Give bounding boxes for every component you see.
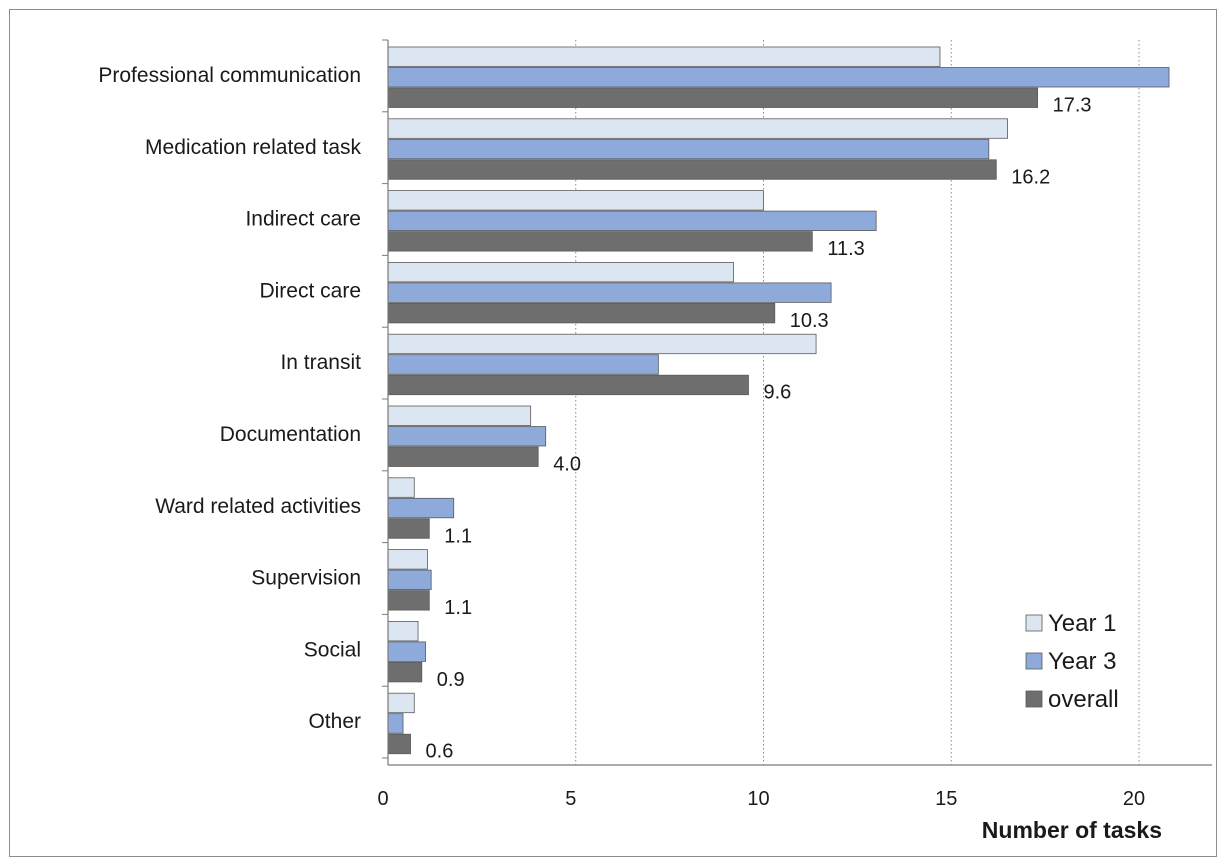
legend-swatch	[1025, 690, 1043, 708]
data-label: 1.1	[444, 597, 472, 619]
bar-year-3	[387, 426, 547, 447]
bar-year-3	[387, 497, 455, 519]
category-labels: Professional communication Medication rel…	[98, 64, 361, 733]
category-label: Indirect care	[245, 208, 361, 231]
bar-year-1	[387, 621, 419, 642]
bar-year-1	[387, 477, 415, 498]
bar-year-3	[387, 282, 832, 303]
bar-year-3	[387, 354, 659, 375]
bar-year-1	[387, 190, 764, 211]
legend: Year 1 Year 3 overall	[1025, 610, 1119, 713]
legend-label: Year 3	[1048, 648, 1117, 675]
x-tick-label: 5	[565, 788, 576, 810]
category-label: Ward related activities	[155, 495, 361, 518]
legend-swatch	[1025, 614, 1043, 632]
bar-year-3	[387, 67, 1170, 88]
bar-year-1	[387, 333, 817, 355]
bar-year-3	[387, 210, 877, 232]
legend-label: overall	[1048, 686, 1119, 713]
x-tick-label: 10	[747, 788, 769, 810]
bar-year-1	[387, 118, 1008, 139]
data-label: 11.3	[827, 238, 864, 260]
bar-overall	[387, 302, 776, 324]
data-label: 4.0	[553, 454, 581, 476]
category-label: Social	[304, 638, 361, 661]
bar-year-1	[387, 692, 415, 714]
category-label: Documentation	[220, 423, 361, 446]
category-label: Other	[308, 710, 361, 733]
category-label: Professional communication	[98, 64, 361, 87]
bar-overall	[387, 733, 411, 755]
data-label: 17.3	[1053, 95, 1092, 117]
axes	[382, 39, 1212, 766]
bar-overall	[387, 590, 430, 611]
bar-overall	[387, 662, 423, 683]
bar-year-1	[387, 46, 941, 67]
data-label: 0.6	[426, 741, 454, 763]
bar-overall	[387, 87, 1039, 108]
x-tick-label: 0	[377, 788, 388, 810]
x-axis-title: Number of tasks	[982, 817, 1162, 843]
bar-overall	[387, 518, 430, 539]
bar-overall	[387, 159, 997, 180]
bar-year-1	[387, 261, 734, 283]
bar-year-3	[387, 641, 426, 662]
bar-year-3	[387, 713, 404, 734]
bar-overall	[387, 231, 813, 252]
data-label: 10.3	[790, 310, 829, 332]
bar-overall	[387, 446, 539, 467]
bar-year-3	[387, 138, 990, 160]
x-tick-labels: 0 5 10 15 20	[377, 788, 1145, 810]
bar-year-3	[387, 569, 432, 590]
data-label: 16.2	[1011, 166, 1050, 188]
x-tick-label: 20	[1123, 788, 1145, 810]
category-label: Supervision	[251, 567, 361, 590]
category-label: In transit	[280, 351, 361, 374]
bar-year-1	[387, 405, 532, 426]
category-label: Medication related task	[145, 136, 361, 159]
legend-swatch	[1025, 652, 1043, 670]
data-label: 1.1	[444, 525, 472, 547]
data-label: 9.6	[763, 382, 791, 404]
category-label: Direct care	[259, 279, 361, 302]
legend-label: Year 1	[1048, 610, 1117, 637]
x-tick-label: 15	[935, 788, 957, 810]
data-labels: 17.3 16.2 11.3 10.3 9.6 4.0 1.1 1.1 0.9 0.6	[426, 95, 1092, 763]
bar-overall	[387, 374, 749, 396]
bar-series	[387, 46, 1170, 755]
bar-year-1	[387, 549, 428, 570]
data-label: 0.9	[437, 669, 465, 691]
